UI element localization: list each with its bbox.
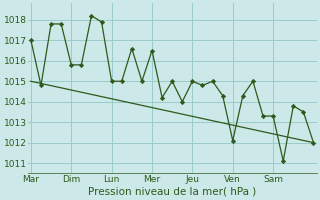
X-axis label: Pression niveau de la mer( hPa ): Pression niveau de la mer( hPa ) bbox=[88, 187, 256, 197]
